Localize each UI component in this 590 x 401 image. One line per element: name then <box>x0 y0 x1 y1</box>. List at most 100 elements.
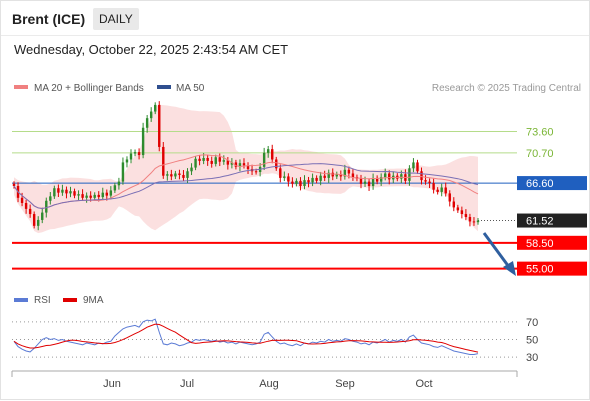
candle-body <box>230 162 234 165</box>
candle-body <box>420 171 423 181</box>
candle-body <box>315 177 318 181</box>
candle-body <box>218 157 221 162</box>
candle-body <box>311 177 314 183</box>
candle-body <box>81 194 84 198</box>
candle-body <box>53 188 56 197</box>
candle-body <box>303 180 306 187</box>
candle-body <box>371 177 375 187</box>
candle-body <box>182 174 185 178</box>
candle-body <box>444 187 447 194</box>
candle-body <box>65 189 68 194</box>
candle-body <box>198 158 201 161</box>
candle-body <box>158 104 161 147</box>
candle-body <box>89 195 92 198</box>
candle-body <box>109 190 113 196</box>
candle-body <box>238 163 242 167</box>
candle-body <box>388 173 391 180</box>
candle-body <box>347 169 351 174</box>
candle-body <box>460 210 464 215</box>
candle-body <box>424 180 427 182</box>
candle-body <box>129 153 133 160</box>
candle-body <box>279 168 282 178</box>
candle-body <box>283 176 286 178</box>
candle-body <box>476 220 480 223</box>
candle-body <box>254 171 258 173</box>
candle-body <box>141 127 145 156</box>
candle-body <box>121 162 125 182</box>
instrument-title: Brent (ICE) <box>12 11 86 27</box>
candle-body <box>61 189 64 193</box>
level-label-58.50: 58.50 <box>526 238 554 250</box>
timestamp: Wednesday, October 22, 2025 2:43:54 AM C… <box>14 42 289 57</box>
candle-body <box>307 180 310 183</box>
rsi-level-label-50: 50 <box>526 335 538 347</box>
candle-body <box>275 159 278 169</box>
candle-body <box>113 185 117 191</box>
bollinger-legend-label: MA 20 + Bollinger Bands <box>34 83 144 94</box>
rsi-legend-swatch <box>14 298 28 302</box>
candle-body <box>287 176 290 182</box>
candle-body <box>335 174 338 177</box>
candle-body <box>400 174 403 179</box>
candle-body <box>85 195 88 198</box>
candle-body <box>295 180 298 184</box>
candle-body <box>412 162 415 169</box>
candle-body <box>468 217 472 222</box>
candle-body <box>408 168 411 181</box>
candle-body <box>299 180 302 187</box>
candle-body <box>452 201 456 208</box>
candle-body <box>190 167 193 172</box>
ma50-line <box>13 163 479 210</box>
candle-body <box>222 160 226 162</box>
ma50-legend-swatch <box>157 85 171 89</box>
candle-body <box>97 194 100 198</box>
candle-body <box>186 171 189 178</box>
level-label-66.60: 66.60 <box>526 178 554 190</box>
candle-body <box>117 181 121 186</box>
candle-body <box>206 158 209 161</box>
candle-body <box>12 183 16 187</box>
candle-body <box>32 214 36 226</box>
candle-body <box>432 183 435 190</box>
level-label-73.60: 73.60 <box>526 126 554 138</box>
candle-body <box>359 178 363 184</box>
moving-averages <box>13 154 479 210</box>
candle-body <box>105 192 109 196</box>
rsi-legend-label: RSI <box>34 295 51 306</box>
rsi-level-label-70: 70 <box>526 317 538 329</box>
candle-body <box>440 187 443 192</box>
level-tag-61.52 <box>517 213 587 228</box>
candle-body <box>379 177 383 182</box>
ma50-legend-label: MA 50 <box>176 83 205 94</box>
bollinger-bands <box>14 104 478 234</box>
candle-body <box>125 159 129 163</box>
bollinger-legend-swatch <box>14 85 28 89</box>
candle-body <box>214 157 217 164</box>
candle-body <box>45 200 48 213</box>
candle-body <box>271 149 274 160</box>
period-badge[interactable]: DAILY <box>93 8 139 30</box>
candle-body <box>20 197 24 203</box>
level-labels: 73.60 70.70 66.60 61.52 58.50 55.00 <box>517 126 587 276</box>
ma9-legend-label: 9MA <box>83 295 104 306</box>
candle-body <box>77 194 80 196</box>
candle-body <box>226 160 230 165</box>
ma9-legend-swatch <box>63 298 77 302</box>
candle-body <box>149 111 153 119</box>
level-tag-55.00 <box>517 261 587 276</box>
candle-body <box>351 173 355 178</box>
candle-body <box>170 174 173 177</box>
key-levels <box>12 130 517 270</box>
x-tick-sep: Sep <box>335 378 355 390</box>
level-tag-66.60 <box>517 176 587 191</box>
candle-body <box>24 202 28 209</box>
candle-body <box>246 165 250 170</box>
candle-body <box>154 104 157 112</box>
candle-body <box>319 175 322 181</box>
candle-body <box>323 175 326 178</box>
level-label-55.00: 55.00 <box>526 264 554 276</box>
x-tick-jul: Jul <box>180 378 194 390</box>
forecast-arrow <box>482 232 511 268</box>
